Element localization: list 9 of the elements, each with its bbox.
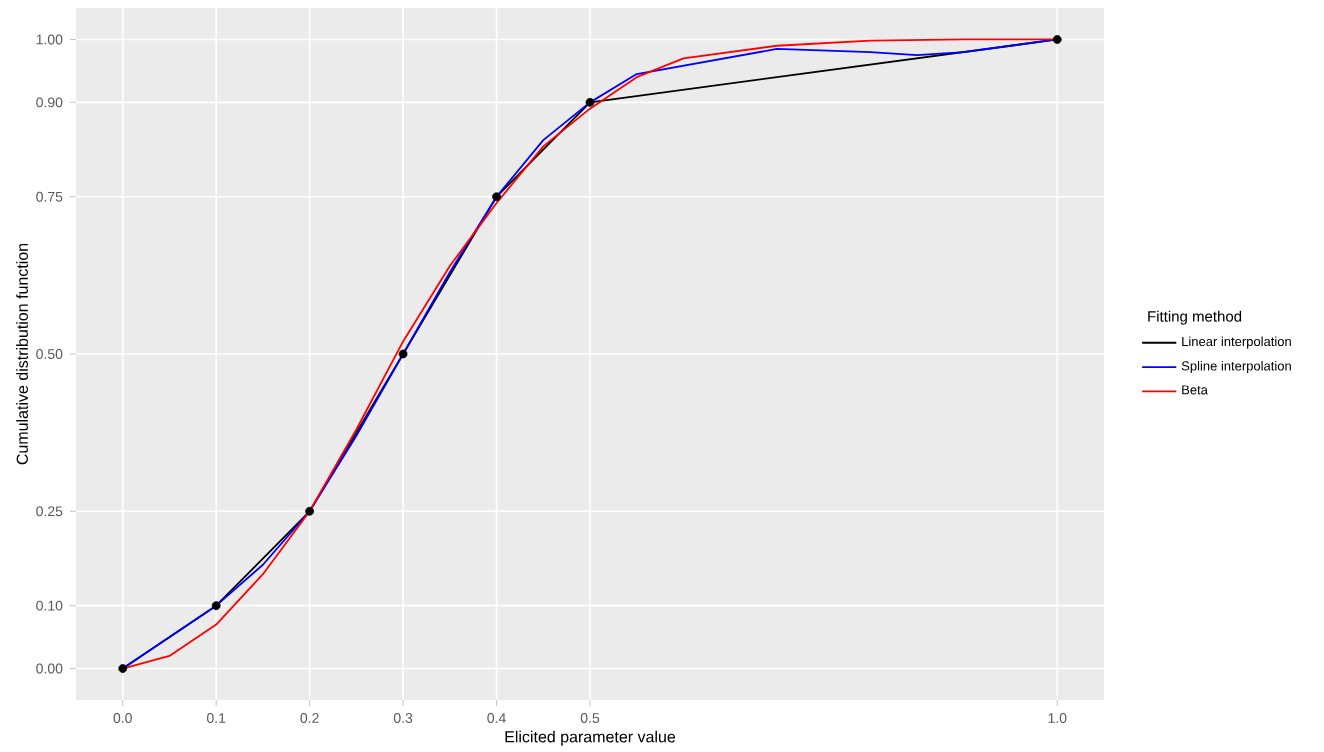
point [118,664,128,673]
point [1052,35,1062,44]
point [585,97,595,107]
y-axis-title: Cumulative distribution function [16,243,28,465]
point [305,506,315,516]
point [398,349,408,359]
point [211,601,221,611]
point [492,192,501,202]
x-axis-title: Elicited parameter value [505,730,676,746]
